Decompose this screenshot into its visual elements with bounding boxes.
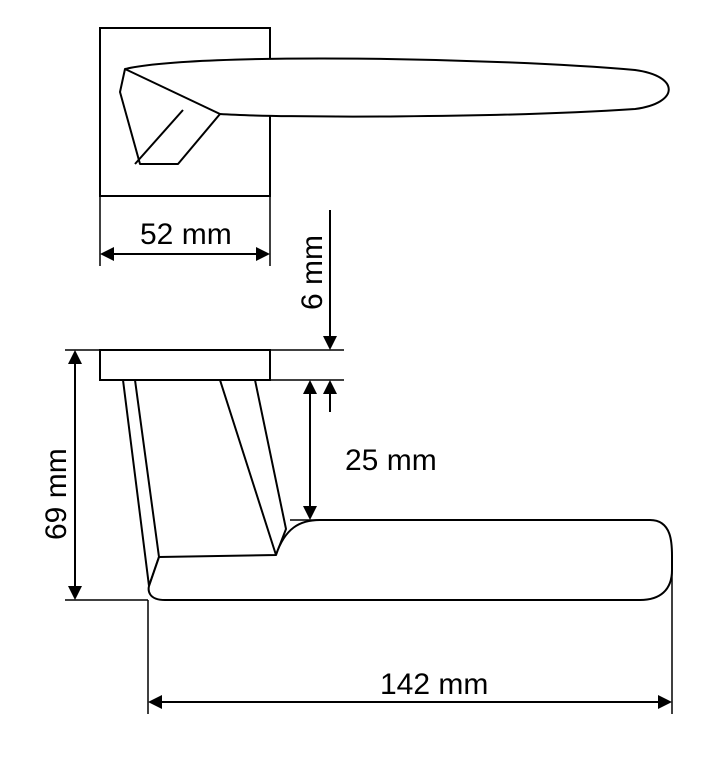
arrow-head — [100, 247, 114, 261]
dim-h25-label: 25 mm — [345, 444, 437, 477]
arrow-head — [303, 506, 317, 520]
arrow-head — [303, 380, 317, 394]
side-plate — [100, 350, 270, 380]
arrow-head — [148, 695, 162, 709]
dim-h6-label: 6 mm — [296, 235, 329, 310]
arrow-head — [323, 336, 337, 350]
top-lever-outline — [120, 58, 669, 164]
arrow-head — [323, 380, 337, 394]
arrow-head — [68, 586, 82, 600]
technical-drawing: 52 mm 142 mm 69 mm 25 mm 6 mm — [0, 0, 722, 779]
dim-w142-label: 142 mm — [380, 668, 488, 701]
arrow-head — [68, 350, 82, 364]
dim-w52-label: 52 mm — [140, 218, 232, 251]
arrow-head — [658, 695, 672, 709]
arrow-head — [256, 247, 270, 261]
side-lever-outline — [149, 520, 672, 600]
dim-h69-label: 69 mm — [40, 448, 73, 540]
side-stem — [220, 380, 286, 555]
side-stem — [123, 380, 159, 586]
